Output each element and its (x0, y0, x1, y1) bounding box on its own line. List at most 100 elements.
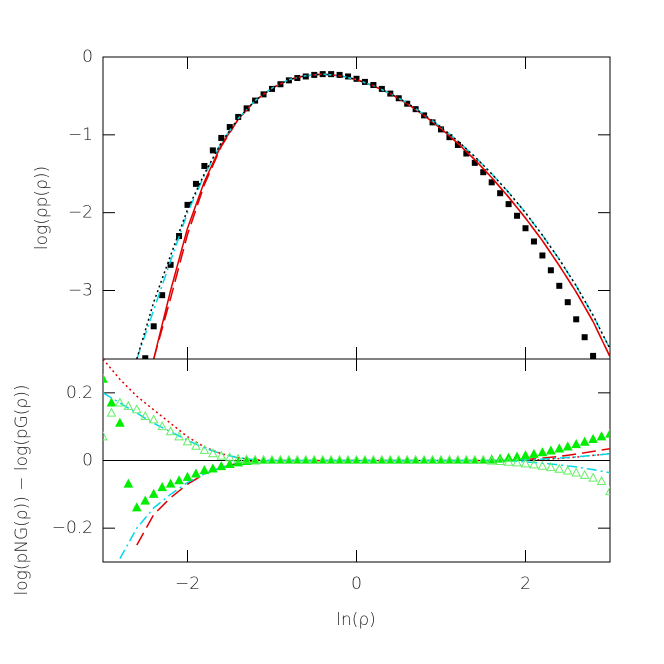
data-point (201, 162, 208, 169)
y-axis-label: log(pNG(ρ)) − log(pG(ρ)) (12, 385, 32, 596)
data-point (343, 454, 353, 464)
data-line (152, 73, 610, 359)
data-point (167, 261, 174, 268)
data-point (250, 454, 260, 464)
data-point (267, 454, 277, 464)
data-point (463, 150, 470, 157)
data-point (520, 450, 531, 460)
data-point (556, 282, 563, 289)
y-axis-label: log(ρp(ρ)) (32, 166, 52, 250)
data-point (148, 488, 159, 498)
data-point (596, 475, 607, 485)
y-tick-label: 0.2 (66, 383, 93, 403)
data-point (317, 454, 328, 464)
data-point (275, 454, 286, 464)
data-point (199, 444, 210, 454)
data-point (581, 334, 588, 341)
plot-frame (102, 56, 611, 360)
data-point (103, 373, 108, 383)
data-point (192, 180, 199, 187)
x-tick-label: 2 (520, 574, 531, 594)
data-point (216, 461, 227, 471)
data-point (562, 465, 573, 475)
data-point (385, 454, 396, 464)
data-point (292, 454, 303, 464)
data-point (360, 454, 370, 464)
data-point (218, 134, 225, 141)
data-point (140, 495, 151, 505)
data-point (131, 502, 142, 512)
data-point (537, 447, 548, 457)
data-point (588, 472, 598, 482)
data-point (142, 355, 149, 359)
data-line (136, 73, 610, 359)
data-point (235, 113, 242, 120)
y-tick-label: −2 (68, 203, 93, 223)
data-point (402, 454, 413, 464)
data-point (226, 124, 233, 131)
data-point (191, 468, 201, 478)
data-point (131, 404, 142, 414)
data-point (345, 73, 352, 80)
data-point (328, 71, 335, 78)
data-point (562, 441, 573, 451)
data-point (182, 471, 193, 481)
data-point (605, 486, 610, 496)
data-line (103, 359, 610, 462)
data-point (461, 454, 472, 464)
data-point (224, 458, 235, 469)
data-point (309, 454, 320, 464)
data-point (529, 448, 539, 458)
x-tick-label: 0 (351, 574, 362, 594)
data-point (377, 454, 387, 464)
x-axis-label: ln(ρ) (336, 610, 376, 630)
data-point (497, 190, 504, 197)
data-point (444, 454, 455, 464)
data-line (136, 73, 610, 359)
data-point (258, 454, 269, 464)
data-point (148, 414, 159, 424)
data-point (123, 400, 134, 410)
data-point (436, 454, 446, 464)
data-point (300, 454, 311, 464)
data-point (505, 201, 512, 208)
data-point (471, 159, 478, 166)
data-point (174, 475, 184, 485)
data-point (157, 421, 167, 431)
data-point (165, 426, 176, 436)
data-point (547, 267, 554, 274)
data-point (157, 482, 167, 492)
data-point (174, 431, 184, 441)
data-point (159, 292, 166, 299)
x-tick-label: −2 (175, 574, 200, 594)
data-point (334, 454, 345, 464)
data-point (176, 233, 183, 240)
data-point (326, 454, 336, 464)
data-point (454, 141, 461, 148)
data-point (486, 455, 497, 465)
data-point (106, 407, 117, 417)
data-point (243, 105, 250, 112)
data-point (208, 463, 218, 473)
data-point (216, 450, 227, 460)
data-point (503, 456, 514, 466)
data-point (368, 454, 379, 464)
data-point (537, 460, 548, 470)
data-point (522, 225, 529, 232)
data-point (224, 452, 235, 462)
data-point (351, 454, 362, 464)
data-point (258, 454, 269, 464)
data-point (529, 459, 539, 469)
data-point (546, 445, 556, 455)
data-point (520, 458, 531, 468)
data-point (106, 397, 117, 407)
y-tick-label: 0 (82, 451, 93, 471)
data-point (103, 431, 108, 441)
data-point (605, 428, 610, 438)
data-point (478, 454, 489, 464)
data-point (480, 169, 487, 176)
data-point (410, 454, 421, 464)
data-point (182, 436, 193, 446)
y-tick-label: 0 (82, 47, 93, 67)
